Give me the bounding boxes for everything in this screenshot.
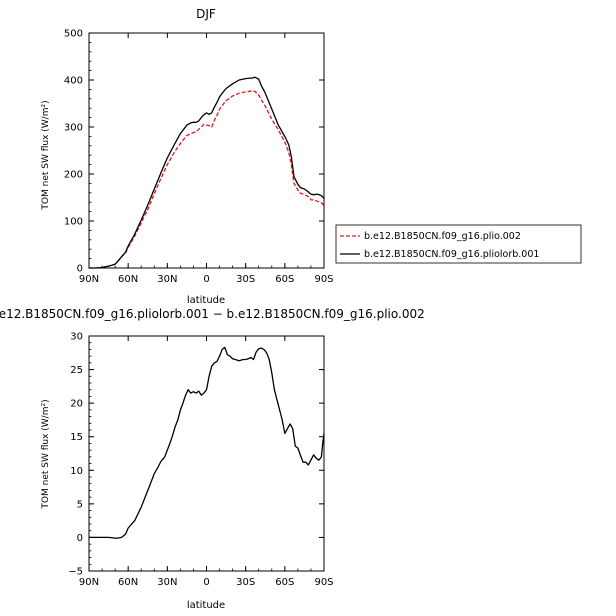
legend: b.e12.B1850CN.f09_g16.plio.002 b.e12.B18…	[335, 224, 582, 264]
legend-label-pliolorb: b.e12.B1850CN.f09_g16.pliolorb.001	[364, 249, 539, 260]
top-panel: DJF TOM net SW flux (W/m²) 90N 60N 30N 0 30S…	[41, 7, 582, 306]
top-series-line-0	[89, 90, 325, 269]
top-x-tick-label: 60N	[118, 274, 138, 285]
bottom-y-tick-label: −5	[68, 567, 83, 578]
bottom-x-tick-label: 60N	[118, 577, 138, 588]
bottom-y-axis-label: TOM net SW flux (W/m²)	[41, 399, 51, 509]
top-x-axis-label: latitude	[187, 295, 225, 306]
legend-box	[335, 224, 582, 264]
top-y-axis-label: TOM net SW flux (W/m²)	[41, 100, 51, 210]
legend-label-plio: b.e12.B1850CN.f09_g16.plio.002	[364, 231, 521, 242]
bottom-y-tick-label: 5	[77, 499, 83, 510]
bottom-plot-frame	[88, 335, 325, 572]
bottom-y-tick-label: 0	[77, 533, 83, 544]
top-y-tick-label: 0	[77, 264, 83, 275]
bottom-series-line-0	[89, 346, 325, 539]
bottom-x-tick-label: 30N	[157, 577, 177, 588]
top-y-tick-label: 100	[64, 217, 83, 228]
top-plot-frame	[88, 32, 325, 269]
top-y-tick-label: 200	[64, 170, 83, 181]
bottom-chart-title: b.e12.B1850CN.f09_g16.pliolorb.001 − b.e…	[0, 307, 425, 321]
bottom-x-tick-label: 30S	[236, 577, 255, 588]
top-x-tick-label: 0	[203, 274, 209, 285]
top-y-tick-label: 300	[64, 123, 83, 134]
top-x-tick-label: 60S	[275, 274, 294, 285]
bottom-y-tick-label: 25	[70, 365, 83, 376]
top-x-tick-label: 90S	[314, 274, 333, 285]
top-x-tick-label: 30S	[236, 274, 255, 285]
top-y-tick-label: 500	[64, 29, 83, 40]
top-x-tick-label: 30N	[157, 274, 177, 285]
bottom-y-tick-label: 10	[70, 466, 83, 477]
top-chart-title: DJF	[196, 7, 216, 21]
bottom-x-axis-label: latitude	[187, 600, 225, 611]
top-y-tick-label: 400	[64, 76, 83, 87]
top-series-line-1	[89, 76, 325, 269]
bottom-x-tick-label: 90S	[314, 577, 333, 588]
bottom-x-tick-label: 90N	[79, 577, 99, 588]
bottom-y-tick-label: 20	[70, 399, 83, 410]
bottom-x-tick-label: 0	[203, 577, 209, 588]
top-x-tick-label: 90N	[79, 274, 99, 285]
bottom-panel: b.e12.B1850CN.f09_g16.pliolorb.001 − b.e…	[0, 307, 425, 611]
bottom-y-tick-label: 30	[70, 332, 83, 343]
bottom-y-tick-label: 15	[70, 432, 83, 443]
bottom-x-tick-label: 60S	[275, 577, 294, 588]
